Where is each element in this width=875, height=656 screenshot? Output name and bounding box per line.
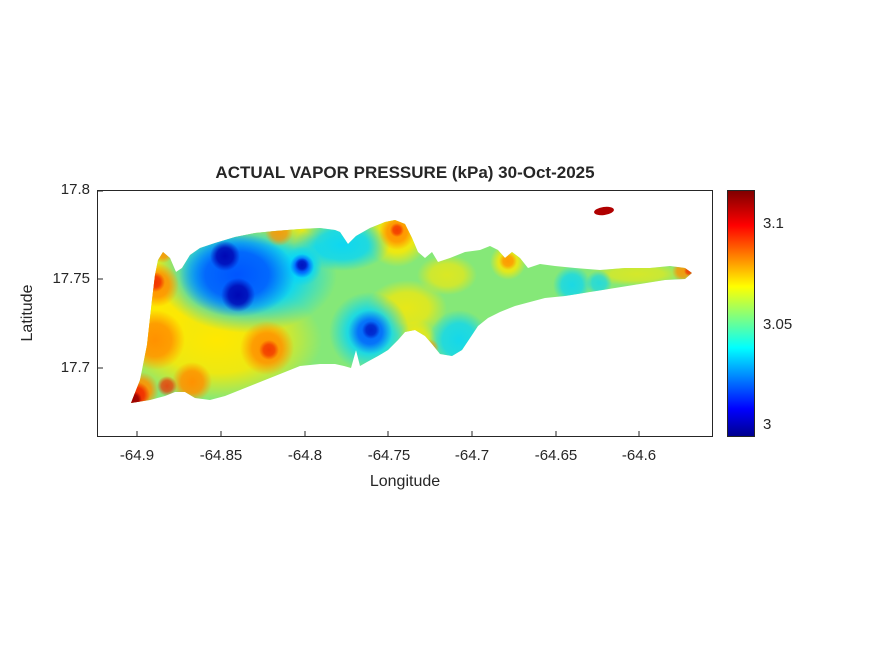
heat-blob [145, 272, 165, 292]
x-tick-label: -64.7 [454, 447, 490, 464]
heat-blob [131, 391, 142, 403]
x-axis-label: Longitude [369, 473, 441, 490]
heat-blob [295, 258, 309, 272]
heat-blob [499, 252, 517, 270]
colorbar [727, 190, 755, 437]
heat-blob [152, 241, 174, 263]
colorbar-tick-label: 3.05 [763, 316, 793, 333]
heat-blob [429, 310, 489, 370]
heat-blob [421, 339, 439, 357]
heat-blob [390, 223, 404, 237]
heat-blob [157, 376, 177, 396]
colorbar-tick-label: 3.1 [763, 215, 784, 232]
heat-field [131, 220, 692, 403]
heatmap-svg [97, 190, 713, 437]
y-tick-label: 17.7 [60, 359, 90, 376]
heat-blob [586, 270, 612, 296]
heat-blob [672, 260, 692, 282]
heat-blob [553, 266, 591, 304]
x-tick-label: -64.8 [287, 447, 323, 464]
heat-blob [172, 362, 212, 402]
x-tick-label: -64.9 [119, 447, 155, 464]
colorbar-tick-label: 3 [763, 416, 772, 433]
heat-blob [265, 220, 293, 246]
y-axis-label: Latitude [19, 284, 36, 342]
y-tick-label: 17.8 [60, 181, 90, 198]
axes-box [97, 190, 713, 437]
heat-blob [684, 266, 692, 276]
x-tick-label: -64.75 [367, 447, 411, 464]
x-tick-label: -64.6 [621, 447, 657, 464]
heat-blob [131, 310, 185, 370]
x-tick-label: -64.65 [534, 447, 578, 464]
y-tick-label: 17.75 [52, 270, 90, 287]
islet-northeast [594, 206, 614, 216]
heat-blob [362, 321, 380, 339]
heat-blob [417, 255, 477, 295]
heat-blob [210, 241, 240, 271]
heat-blob [221, 278, 255, 312]
plot-area [97, 190, 713, 437]
heat-blob [179, 233, 295, 317]
chart-title: ACTUAL VAPOR PRESSURE (kPa) 30-Oct-2025 [215, 163, 595, 182]
x-tick-label: -64.85 [199, 447, 243, 464]
heat-blob [259, 340, 279, 360]
